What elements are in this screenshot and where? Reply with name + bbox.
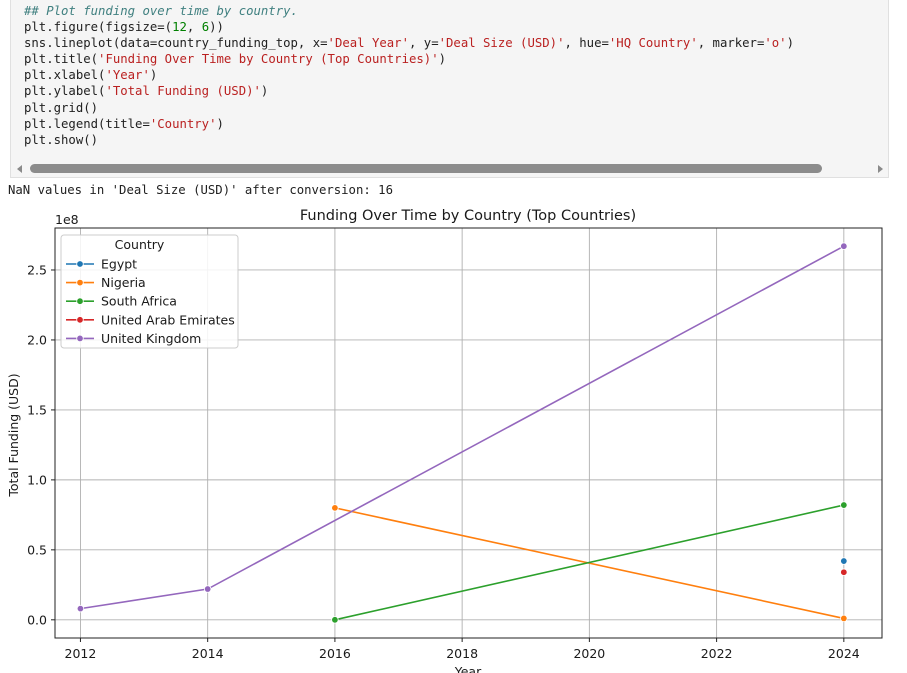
- series-united-kingdom: [76, 242, 848, 613]
- x-tick-label: 2012: [65, 646, 97, 661]
- series-line: [334, 504, 845, 621]
- code-line: plt.legend(title='Country'): [24, 117, 224, 131]
- code-line: plt.title('Funding Over Time by Country …: [24, 52, 446, 66]
- y-offset-label: 1e8: [55, 212, 79, 227]
- x-tick-label: 2022: [701, 646, 733, 661]
- code-token: 'Year': [105, 68, 150, 83]
- series-layer: [76, 242, 848, 624]
- data-point: [840, 568, 848, 576]
- legend-item: Nigeria: [66, 275, 146, 290]
- stdout-text: NaN values in 'Deal Size (USD)' after co…: [8, 183, 393, 197]
- scrollbar-thumb[interactable]: [30, 164, 822, 173]
- code-token: 6: [201, 20, 210, 35]
- code-line: plt.show(): [24, 133, 98, 147]
- legend: Country Egypt Nigeria South Africa United Ar…: [60, 234, 239, 349]
- code-token: 'Country': [149, 116, 217, 131]
- x-tick-label: 2016: [319, 646, 351, 661]
- legend-item: United Kingdom: [66, 331, 201, 346]
- code-token: plt.grid(): [24, 100, 99, 115]
- series-united-arab-emirates: [840, 568, 848, 576]
- code-token: ## Plot funding over time by country.: [24, 4, 298, 18]
- code-token: plt.ylabel(: [24, 84, 106, 99]
- code-token: 'Funding Over Time by Country (Top Count…: [98, 52, 439, 67]
- legend-label: Egypt: [101, 257, 137, 272]
- code-token: ): [260, 84, 269, 99]
- code-line: plt.xlabel('Year'): [24, 68, 157, 82]
- code-token: ): [786, 36, 794, 51]
- code-token: 'HQ Country': [608, 36, 698, 51]
- code-token: ): [216, 116, 224, 131]
- code-token: plt.xlabel(: [24, 68, 106, 83]
- legend-box: [60, 234, 239, 349]
- data-point: [840, 242, 848, 250]
- legend-label: United Kingdom: [101, 331, 201, 346]
- legend-marker: [76, 278, 84, 287]
- code-token: 'Deal Year': [327, 36, 409, 51]
- code-token: ): [149, 68, 158, 83]
- data-point: [331, 616, 339, 624]
- legend-label: United Arab Emirates: [101, 312, 235, 327]
- x-axis-label: Year: [454, 664, 482, 673]
- code-token: ,: [186, 20, 202, 35]
- code-token: sns.lineplot(data=country_funding_top, x…: [24, 36, 328, 51]
- data-point: [840, 614, 848, 623]
- legend-item: Egypt: [66, 257, 137, 272]
- code-line: plt.ylabel('Total Funding (USD)'): [24, 84, 268, 98]
- legend-marker: [76, 260, 84, 268]
- code-cell[interactable]: ## Plot funding over time by country. pl…: [10, 0, 889, 178]
- legend-title: Country: [115, 237, 165, 252]
- legend-marker: [76, 316, 84, 324]
- data-point: [203, 585, 212, 593]
- code-line: ## Plot funding over time by country.: [24, 4, 298, 18]
- code-token: 'Total Funding (USD)': [105, 84, 261, 99]
- legend-item: South Africa: [66, 294, 177, 309]
- y-tick-label: 2.0: [27, 332, 47, 347]
- data-point: [76, 604, 85, 613]
- code-token: plt.figure(figsize=(: [24, 20, 173, 35]
- series-south-africa: [331, 501, 848, 624]
- code-token: , hue=: [564, 36, 609, 51]
- x-tick-label: 2018: [446, 646, 478, 661]
- code-token: ): [438, 52, 447, 67]
- code-editor[interactable]: ## Plot funding over time by country. pl…: [24, 3, 794, 148]
- legend-label: South Africa: [101, 294, 177, 309]
- legend-marker: [76, 297, 84, 305]
- legend-item: United Arab Emirates: [66, 312, 235, 327]
- horizontal-scrollbar[interactable]: [10, 162, 889, 178]
- code-line: sns.lineplot(data=country_funding_top, x…: [24, 36, 794, 50]
- code-token: )): [209, 20, 224, 35]
- data-point: [840, 557, 848, 565]
- y-tick-label: 1.0: [27, 472, 47, 487]
- code-token: 'Deal Size (USD)': [438, 36, 565, 51]
- code-token: plt.title(: [24, 52, 99, 67]
- data-point: [331, 504, 339, 512]
- x-tick-label: 2024: [828, 646, 860, 661]
- y-tick-label: 2.5: [27, 262, 47, 277]
- code-token: , marker=: [697, 36, 765, 51]
- series-egypt: [840, 557, 848, 565]
- y-tick-label: 0.0: [27, 612, 47, 627]
- scroll-right-icon[interactable]: [878, 165, 883, 173]
- code-token: 12: [172, 20, 187, 35]
- legend-marker: [76, 334, 84, 343]
- code-token: 'o': [764, 36, 787, 51]
- line-chart: 2012 2014 2016 2018 2020 2022 2024 0.0 0.5 1.0 1.5…: [6, 208, 883, 673]
- plot-frame: [54, 227, 883, 639]
- legend-label: Nigeria: [101, 275, 146, 290]
- axis-ticks: 2012 2014 2016 2018 2020 2022 2024 0.0 0.5 1.0 1.5…: [27, 262, 860, 661]
- scroll-left-icon[interactable]: [17, 165, 22, 173]
- y-axis-label: Total Funding (USD): [6, 373, 21, 497]
- x-tick-label: 2020: [573, 646, 605, 661]
- code-line: plt.grid(): [24, 101, 98, 115]
- x-tick-label: 2014: [192, 646, 224, 661]
- data-point: [840, 501, 848, 509]
- code-token: , y=: [408, 36, 439, 51]
- y-tick-label: 1.5: [27, 402, 47, 417]
- code-token: plt.show(): [24, 132, 99, 147]
- chart-title: Funding Over Time by Country (Top Countr…: [300, 208, 636, 224]
- code-line: plt.figure(figsize=(12, 6)): [24, 20, 224, 34]
- y-tick-label: 0.5: [27, 542, 47, 557]
- code-token: plt.legend(title=: [24, 116, 150, 131]
